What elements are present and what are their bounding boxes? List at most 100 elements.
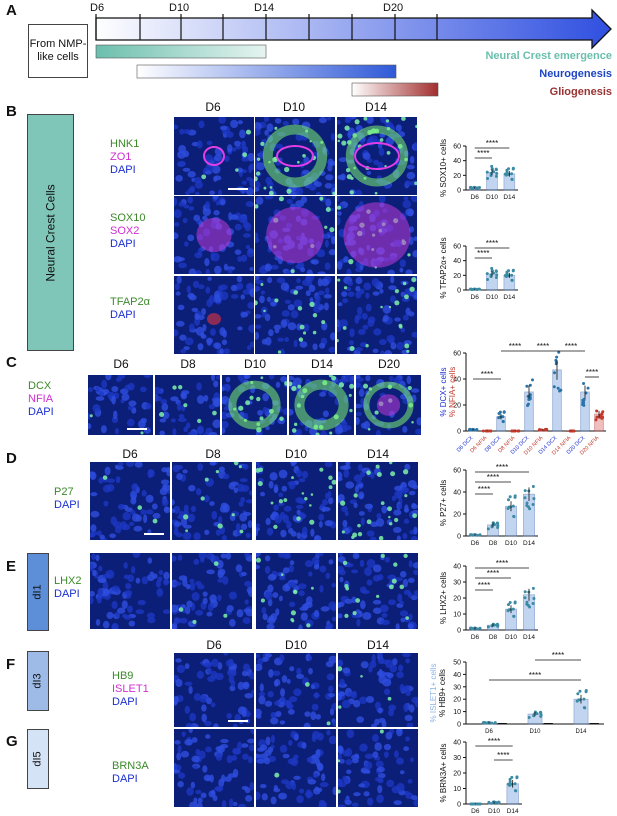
D-p27-xtick-label: D10	[505, 540, 517, 547]
F-hb9-islet1-ytick-label: 30	[453, 684, 461, 691]
B-sox10-sig-label: ****	[486, 139, 498, 148]
G-brn3a-point	[506, 782, 510, 786]
B-sox10-point	[485, 170, 489, 174]
D-p27-point	[531, 503, 535, 507]
C-dcx-nfia-point	[599, 415, 603, 419]
b-image-d6-sox10	[174, 196, 254, 274]
E-lhx2-point	[508, 601, 512, 605]
B-tfap2a-point	[495, 273, 499, 277]
g-stains: BRN3A DAPI	[112, 760, 149, 785]
C-dcx-nfia-sig-label: ****	[481, 370, 493, 379]
c-col-d10: D10	[243, 357, 266, 371]
B-tfap2a-point	[507, 269, 511, 273]
e-stains: LHX2 DAPI	[54, 575, 82, 600]
B-sox10-xtick-label: D6	[471, 194, 480, 201]
E-lhx2-point	[473, 626, 477, 630]
e-image-d8	[172, 553, 252, 629]
B-sox10-ytick-label: 20	[453, 173, 461, 180]
panel-label-e: E	[6, 558, 17, 575]
C-dcx-nfia-point	[501, 420, 505, 424]
b-col-d14: D14	[364, 100, 387, 114]
e-image-d14	[338, 553, 418, 629]
D-p27-point	[478, 533, 482, 537]
B-tfap2a-xtick-label: D6	[471, 294, 480, 301]
B-sox10-point	[510, 177, 514, 181]
B-tfap2a-ytick-label: 60	[453, 244, 461, 251]
f-col-d14: D14	[366, 638, 389, 652]
B-tfap2a-point	[505, 272, 509, 276]
D-p27-sig-label: ****	[487, 473, 499, 482]
B-sox10-point	[495, 172, 499, 176]
E-lhx2-ytick-label: 40	[453, 564, 461, 571]
E-lhx2-point	[531, 586, 535, 590]
D-p27-point	[532, 497, 536, 501]
E-lhx2-ylabel: % LHX2+ cells	[439, 572, 448, 624]
F-hb9-islet1-xtick-label: D10	[529, 729, 541, 735]
B-sox10-xtick-label: D14	[503, 194, 515, 201]
d-col-d10: D10	[284, 447, 307, 461]
D-p27-point	[513, 495, 517, 499]
B-tfap2a-sig-label: ****	[477, 249, 489, 258]
B-tfap2a-point	[510, 278, 514, 282]
D-p27-point	[486, 527, 490, 531]
D-p27-point	[512, 514, 516, 518]
b-image-d10-hnk1	[255, 117, 335, 195]
E-lhx2-point	[507, 608, 511, 612]
timeline-day-d20: D20	[383, 2, 404, 14]
F-hb9-islet1-sig-label: ****	[529, 671, 541, 680]
D-p27-point	[525, 501, 529, 505]
d-col-d14: D14	[366, 447, 389, 461]
timeline-day-d6: D6	[90, 2, 105, 14]
c-col-d14: D14	[310, 357, 333, 371]
e-image-d10	[256, 553, 336, 629]
F-hb9-islet1-point	[486, 721, 490, 725]
F-hb9-islet1-point	[539, 713, 543, 717]
B-tfap2a-ytick-label: 20	[453, 273, 461, 280]
c-image-d6	[88, 375, 153, 435]
d-col-d8: D8	[205, 447, 221, 461]
f-ylabel: % ISLET1+ cells% HB9+ cells	[429, 664, 447, 723]
f-stains: HB9 ISLET1 DAPI	[112, 670, 149, 708]
B-tfap2a-point	[490, 266, 494, 270]
C-dcx-nfia-point	[557, 350, 561, 354]
G-brn3a-ytick-label: 40	[453, 740, 461, 747]
G-brn3a-point	[513, 789, 517, 793]
timeline-ticks	[95, 14, 438, 40]
D-p27-point	[508, 495, 512, 499]
b-col-d6: D6	[205, 100, 221, 114]
E-lhx2-xtick-label: D6	[471, 634, 480, 641]
d-image-d8	[172, 462, 252, 540]
G-brn3a-point	[508, 780, 512, 784]
G-brn3a-ytick-label: 10	[453, 786, 461, 793]
E-lhx2-point	[506, 603, 510, 607]
F-hb9-islet1-point	[582, 697, 586, 701]
b-image-d14-sox10	[337, 196, 417, 274]
f-col-d6: D6	[206, 638, 222, 652]
F-hb9-islet1-ytick-label: 20	[453, 697, 461, 704]
B-tfap2a-point	[511, 269, 515, 273]
C-dcx-nfia-point	[555, 355, 559, 359]
B-sox10-ytick-label: 0	[457, 188, 461, 195]
B-sox10-point	[505, 170, 509, 174]
C-dcx-nfia-point	[586, 386, 590, 390]
C-dcx-nfia-point	[552, 385, 556, 389]
gliogenesis-bar	[351, 82, 439, 97]
panel-label-b: B	[6, 103, 17, 120]
E-lhx2-point	[512, 614, 516, 618]
E-lhx2-xtick-label: D14	[523, 634, 535, 641]
E-lhx2-point	[523, 590, 527, 594]
B-tfap2a-point	[510, 273, 514, 277]
neurogenesis-label: Neurogenesis	[539, 68, 612, 80]
F-hb9-islet1-point	[527, 716, 531, 720]
B-sox10-point	[490, 164, 494, 168]
G-brn3a-ytick-label: 20	[453, 771, 461, 778]
E-lhx2-ytick-label: 10	[453, 612, 461, 619]
D-p27-ytick-label: 20	[453, 512, 461, 519]
B-tfap2a-point	[494, 276, 498, 280]
panel-label-f: F	[6, 656, 16, 673]
C-dcx-nfia-point	[582, 401, 586, 405]
D-p27-point	[525, 503, 529, 507]
E-lhx2-xtick-label: D8	[489, 634, 498, 641]
E-lhx2-point	[523, 596, 527, 600]
